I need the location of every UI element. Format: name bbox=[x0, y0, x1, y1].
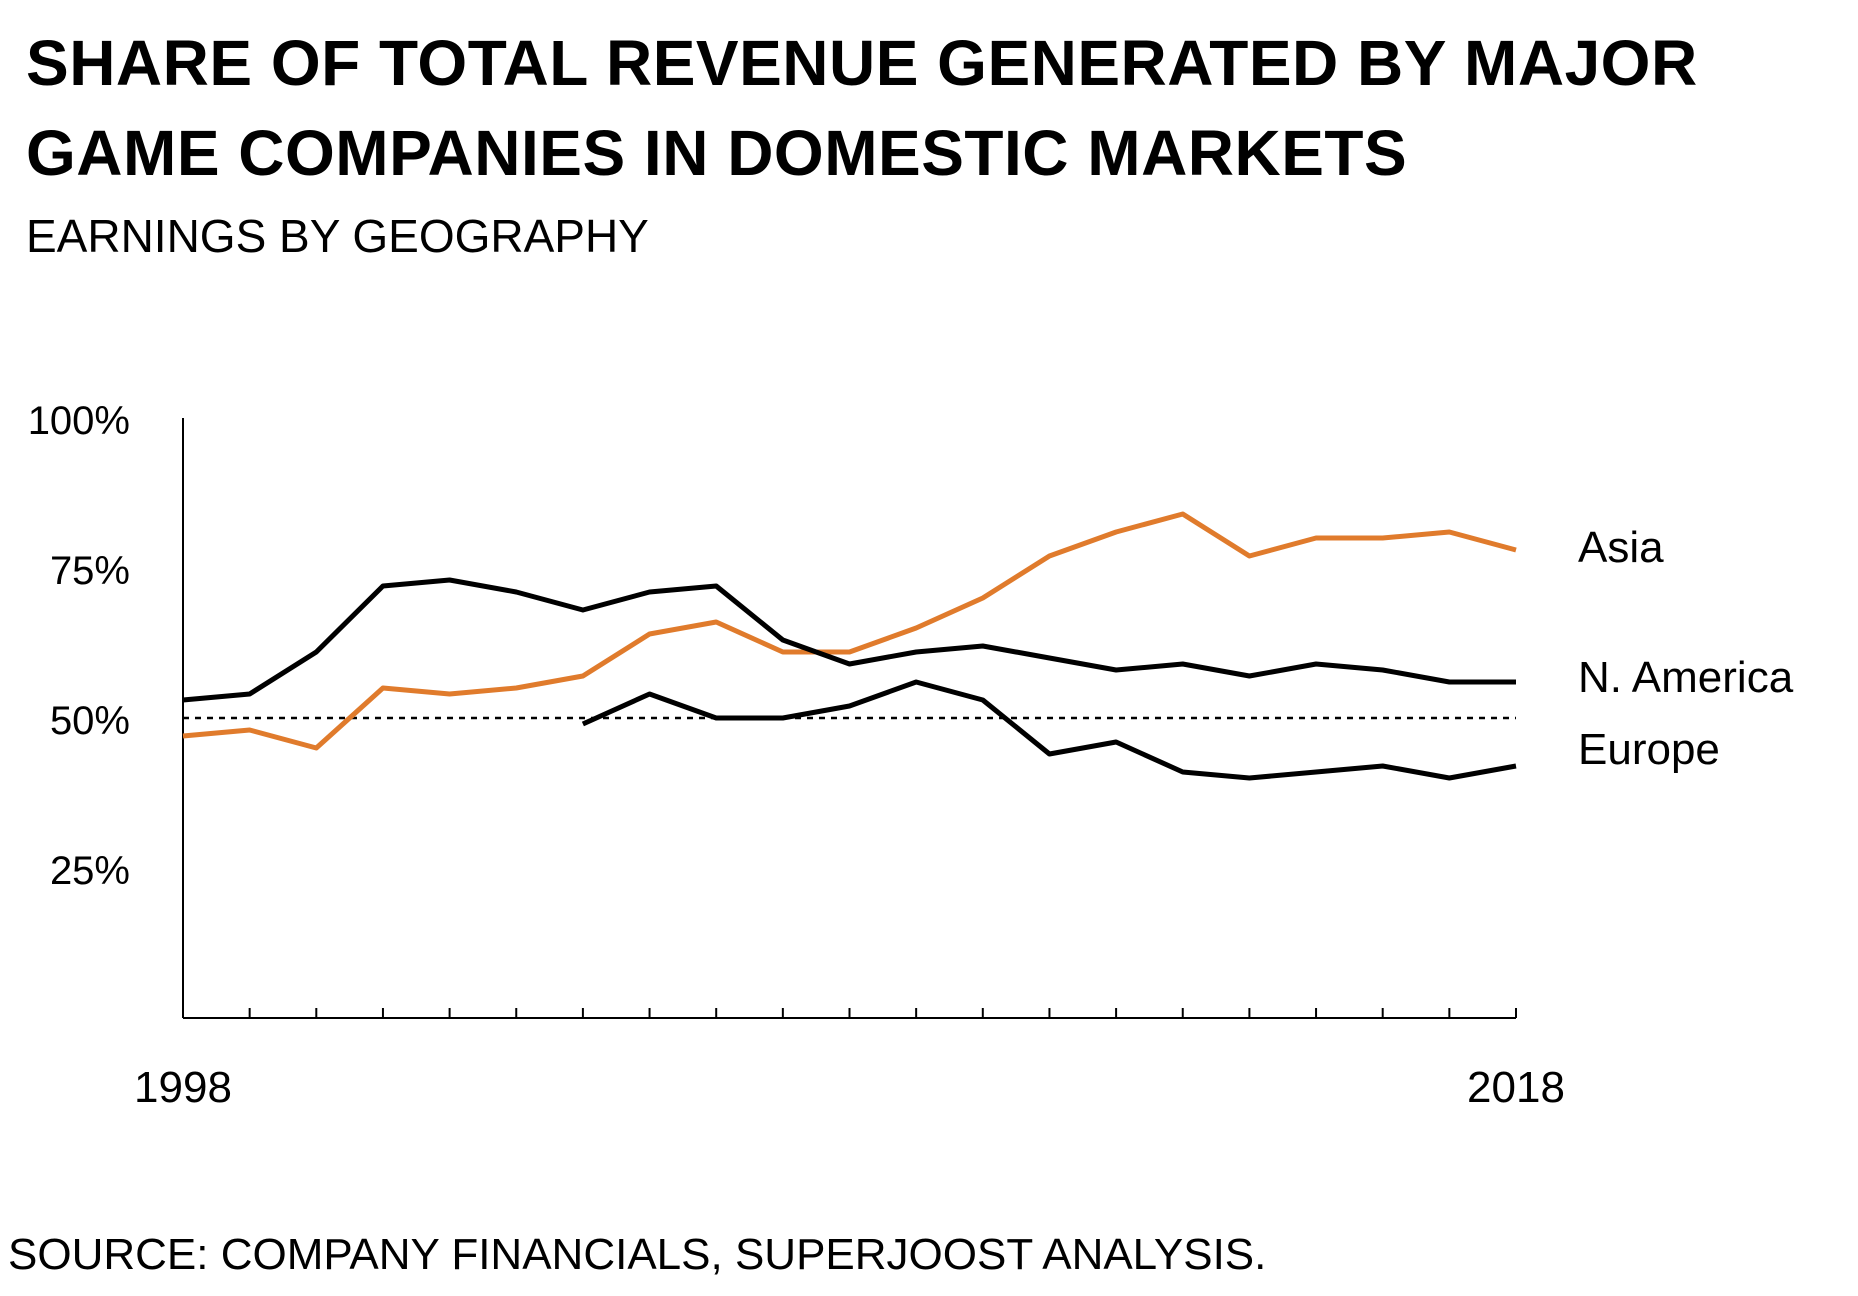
series-label-asia: Asia bbox=[1578, 523, 1664, 572]
x-tick-label-start: 1998 bbox=[134, 1063, 232, 1112]
source-note: SOURCE: COMPANY FINANCIALS, SUPERJOOST A… bbox=[8, 1230, 1267, 1279]
chart-title: SHARE OF TOTAL REVENUE GENERATED BY MAJO… bbox=[26, 27, 1698, 189]
chart-subtitle: EARNINGS BY GEOGRAPHY bbox=[26, 210, 649, 262]
series-group bbox=[182, 511, 1517, 781]
y-tick-label: 75% bbox=[50, 549, 130, 593]
series-line-europe bbox=[581, 679, 1517, 781]
series-labels-group: Asia N. America Europe bbox=[1578, 523, 1794, 774]
y-tick-label: 25% bbox=[50, 849, 130, 893]
series-label-n-america: N. America bbox=[1578, 653, 1794, 702]
line-chart: 25% 50% 75% 100% 1998 2018 Asia N. America Euro… bbox=[28, 399, 1794, 1112]
y-tick-label: 50% bbox=[50, 699, 130, 743]
x-tick-label-end: 2018 bbox=[1467, 1063, 1565, 1112]
series-line-n-america bbox=[182, 577, 1516, 703]
y-tick-label: 100% bbox=[28, 399, 130, 443]
series-line-asia bbox=[182, 511, 1517, 751]
series-label-europe: Europe bbox=[1578, 725, 1720, 774]
chart-axes: 25% 50% 75% 100% 1998 2018 bbox=[28, 399, 1565, 1112]
